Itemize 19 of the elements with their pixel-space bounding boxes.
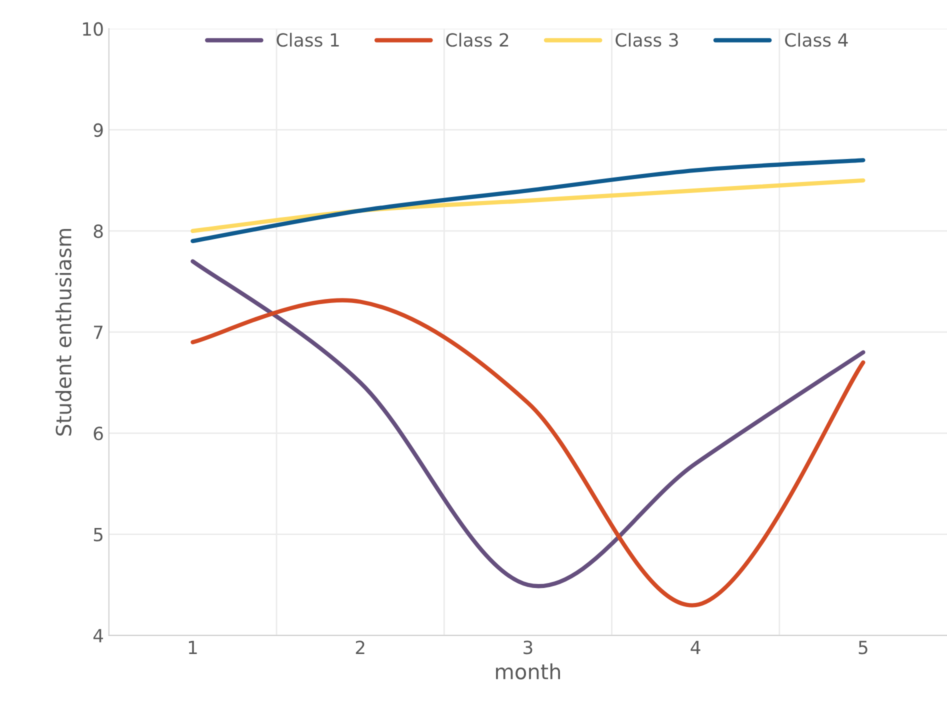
y-tick-label: 7 bbox=[94, 326, 102, 339]
legend-label: Class 4 bbox=[785, 32, 848, 47]
legend-label: Class 3 bbox=[616, 32, 678, 47]
x-axis-title: month bbox=[496, 663, 560, 680]
x-tick-label: 2 bbox=[356, 640, 364, 654]
x-tick-label: 4 bbox=[690, 640, 700, 654]
y-tick-label: 4 bbox=[93, 629, 104, 642]
legend-label: Class 1 bbox=[276, 32, 339, 47]
y-tick-label: 6 bbox=[94, 426, 103, 440]
x-tick-label: 3 bbox=[524, 640, 532, 654]
x-tick-label: 5 bbox=[858, 640, 868, 654]
y-axis-title: Student enthusiasm bbox=[55, 228, 72, 436]
y-tick-label: 10 bbox=[83, 22, 103, 36]
y-tick-label: 9 bbox=[94, 123, 103, 137]
x-tick-label: 1 bbox=[188, 640, 197, 654]
y-tick-label: 8 bbox=[94, 224, 103, 238]
line-series bbox=[190, 158, 866, 244]
y-tick-label: 5 bbox=[94, 528, 102, 542]
legend-label: Class 2 bbox=[446, 32, 508, 47]
